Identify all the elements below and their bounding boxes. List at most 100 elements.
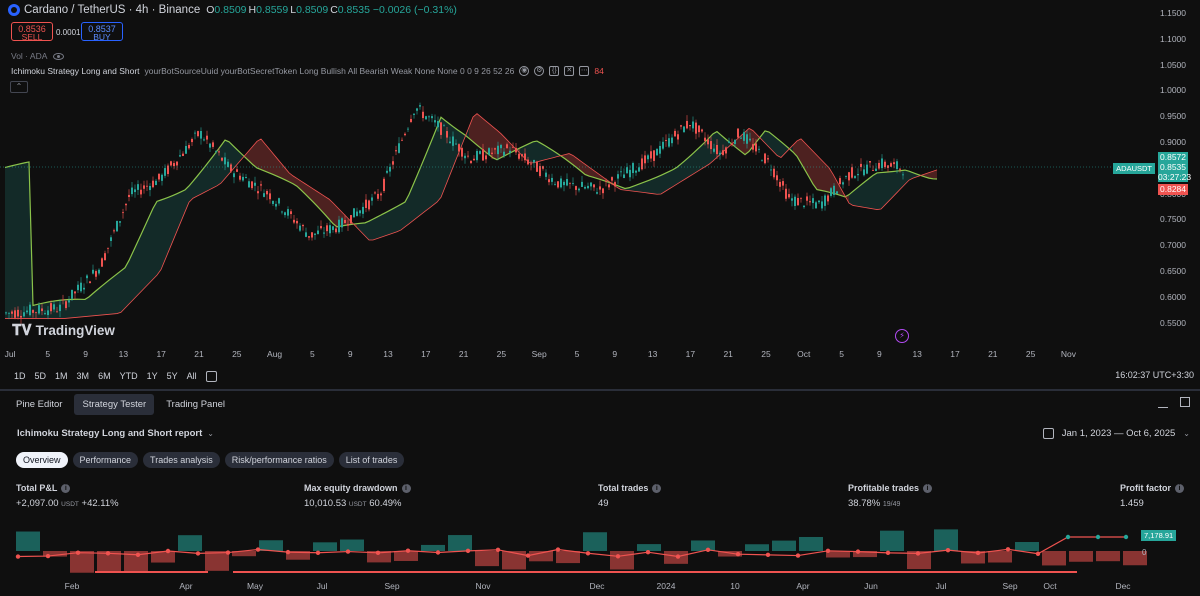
sell-button[interactable]: 0.8536 SELL	[11, 22, 53, 41]
sell-price: 0.8536	[18, 24, 46, 34]
candle-body	[179, 155, 181, 157]
kumo-cloud-segment	[697, 145, 701, 172]
range-button-6m[interactable]: 6M	[98, 371, 111, 381]
eye-icon[interactable]	[53, 52, 65, 60]
minimize-icon[interactable]	[1158, 400, 1168, 408]
ohlc-value-l: 0.8509	[296, 4, 329, 16]
candle-body	[833, 185, 835, 195]
range-button-1y[interactable]: 1Y	[146, 371, 158, 381]
equity-point	[255, 547, 261, 552]
candle-body	[251, 181, 253, 189]
report-title[interactable]: Ichimoku Strategy Long and Short report …	[17, 428, 214, 439]
candle-body	[893, 162, 895, 165]
candle-body	[620, 171, 622, 173]
kumo-cloud-segment	[693, 149, 697, 175]
candle-body	[113, 230, 115, 232]
kumo-cloud-segment	[93, 289, 97, 316]
kumo-cloud-segment	[429, 137, 433, 209]
clock[interactable]: 16:02:37 UTC+3:30	[1115, 370, 1194, 380]
candle-body	[350, 215, 352, 224]
price-chart[interactable]: Cardano / TetherUS · 4h · Binance O0.850…	[0, 0, 1200, 362]
date-range-picker[interactable]: Jan 1, 2023 — Oct 6, 2025 ⌄	[1042, 428, 1190, 439]
metric-label: Total P&L	[16, 483, 58, 493]
panel-divider[interactable]	[0, 389, 1200, 391]
subtab-list-of-trades[interactable]: List of trades	[338, 452, 405, 468]
tab-trading-panel[interactable]: Trading Panel	[166, 399, 225, 410]
candle-body	[755, 143, 757, 152]
candle-body	[215, 151, 217, 152]
kumo-cloud-segment	[325, 196, 329, 220]
metric-label: Total trades	[598, 483, 649, 493]
eye-icon[interactable]: ◉	[519, 66, 530, 76]
kumo-cloud-segment	[721, 135, 725, 154]
source-code-icon[interactable]: {}	[549, 66, 560, 76]
chevron-down-icon: ⌄	[1183, 429, 1190, 438]
candle-body	[131, 187, 133, 195]
range-button-1m[interactable]: 1M	[55, 371, 68, 381]
candle-body	[35, 312, 37, 314]
range-button-all[interactable]: All	[186, 371, 197, 381]
equity-bar	[475, 551, 499, 567]
settings-icon[interactable]: ⚙	[534, 66, 545, 76]
tab-strategy-tester[interactable]: Strategy Tester	[74, 394, 155, 415]
time-tick-label: 17	[950, 349, 960, 359]
info-icon[interactable]: i	[923, 483, 933, 493]
equity-bar	[502, 551, 526, 570]
subtab-performance[interactable]: Performance	[72, 452, 139, 468]
kumo-cloud-segment	[193, 176, 197, 199]
info-icon[interactable]: i	[61, 483, 71, 493]
kumo-cloud-segment	[377, 214, 381, 239]
kumo-cloud-segment	[857, 184, 861, 207]
range-button-5y[interactable]: 5Y	[166, 371, 178, 381]
range-button-ytd[interactable]: YTD	[119, 371, 138, 381]
candle-body	[491, 152, 493, 154]
kumo-cloud-segment	[545, 145, 549, 160]
collapse-legend-button[interactable]: ⌃	[10, 81, 28, 93]
candlestick-chart[interactable]	[0, 0, 1200, 362]
subtab-overview[interactable]: Overview	[16, 452, 68, 468]
candle-body	[575, 186, 577, 190]
candle-body	[578, 188, 580, 191]
candle-body	[854, 176, 856, 178]
range-button-1d[interactable]: 1D	[14, 371, 26, 381]
kumo-cloud-segment	[121, 267, 125, 313]
strategy-name[interactable]: Ichimoku Strategy Long and Short	[11, 66, 140, 76]
info-icon[interactable]: i	[652, 483, 662, 493]
subtab-trades-analysis[interactable]: Trades analysis	[143, 452, 220, 468]
candle-body	[806, 196, 808, 201]
strategy-params: yourBotSourceUuid yourBotSecretToken Lon…	[144, 66, 515, 76]
subtab-risk-performance-ratios[interactable]: Risk/performance ratios	[224, 452, 334, 468]
more-icon[interactable]: ⋯	[579, 66, 590, 76]
candle-body	[218, 151, 220, 153]
candle-body	[530, 163, 532, 165]
delete-icon[interactable]: ✕	[564, 66, 575, 76]
kumo-cloud-segment	[197, 171, 201, 197]
equity-point	[1123, 534, 1129, 540]
range-button-5d[interactable]: 5D	[34, 371, 47, 381]
candle-body	[29, 304, 31, 316]
candle-body	[119, 221, 121, 223]
candle-body	[668, 138, 670, 147]
maximize-icon[interactable]	[1180, 397, 1190, 407]
calendar-icon[interactable]	[205, 370, 217, 382]
equity-chart[interactable]	[0, 522, 1200, 578]
info-icon[interactable]: i	[1175, 483, 1185, 493]
tradingview-logo-icon: 𝐓𝐕	[12, 322, 32, 339]
symbol-title[interactable]: Cardano / TetherUS · 4h · Binance	[24, 4, 201, 16]
candle-body	[503, 151, 505, 156]
candle-body	[605, 180, 607, 182]
tab-pine-editor[interactable]: Pine Editor	[16, 399, 63, 410]
kumo-cloud-segment	[133, 243, 137, 300]
candle-body	[785, 188, 787, 199]
lightning-icon[interactable]: ⚡	[895, 329, 909, 343]
equity-point	[465, 548, 471, 554]
time-tick-label: 21	[723, 349, 733, 359]
range-button-3m[interactable]: 3M	[76, 371, 90, 381]
info-icon[interactable]: i	[401, 483, 411, 493]
candle-body	[704, 137, 706, 141]
candle-body	[611, 177, 613, 181]
kumo-cloud-segment	[773, 135, 777, 156]
kumo-cloud-segment	[113, 273, 117, 314]
candle-body	[365, 199, 367, 208]
buy-button[interactable]: 0.8537 BUY	[81, 22, 123, 41]
